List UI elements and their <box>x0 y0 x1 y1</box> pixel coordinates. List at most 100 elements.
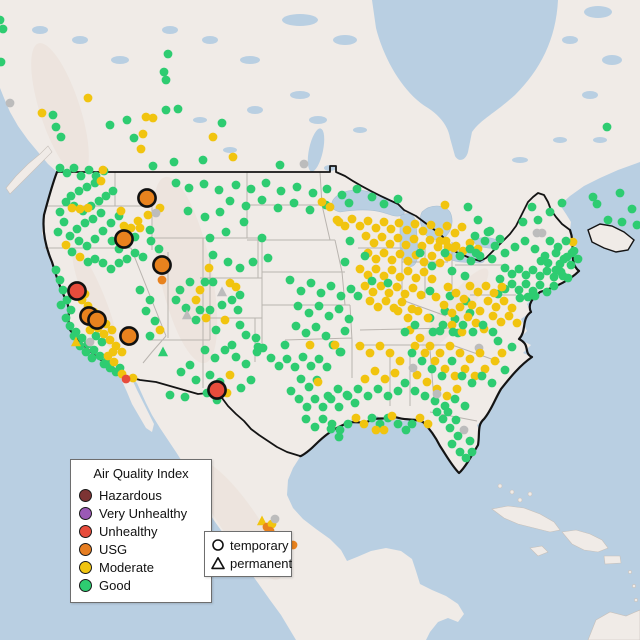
station-marker[interactable] <box>353 291 363 301</box>
station-marker[interactable] <box>114 229 134 249</box>
station-marker[interactable] <box>465 281 475 291</box>
station-marker[interactable] <box>82 182 92 192</box>
station-marker[interactable] <box>530 244 540 254</box>
station-marker[interactable] <box>261 178 271 188</box>
station-marker[interactable] <box>460 271 470 281</box>
station-marker[interactable] <box>528 265 538 275</box>
station-marker[interactable] <box>521 279 531 289</box>
station-marker[interactable] <box>308 188 318 198</box>
station-marker[interactable] <box>451 415 461 425</box>
station-marker[interactable] <box>535 280 545 290</box>
station-marker[interactable] <box>428 327 438 337</box>
station-marker[interactable] <box>453 431 463 441</box>
station-marker[interactable] <box>214 185 224 195</box>
station-marker[interactable] <box>490 241 500 251</box>
station-marker[interactable] <box>351 413 361 423</box>
station-marker[interactable] <box>58 285 68 295</box>
station-marker[interactable] <box>397 297 407 307</box>
station-marker[interactable] <box>195 305 205 315</box>
station-marker[interactable] <box>497 348 507 358</box>
station-marker[interactable] <box>514 285 524 295</box>
station-marker[interactable] <box>204 263 214 273</box>
station-marker[interactable] <box>386 224 396 234</box>
station-marker[interactable] <box>371 264 381 274</box>
station-marker[interactable] <box>176 367 186 377</box>
station-marker[interactable] <box>376 281 386 291</box>
station-marker[interactable] <box>393 194 403 204</box>
station-marker[interactable] <box>67 281 87 301</box>
station-marker[interactable] <box>407 348 417 358</box>
station-marker[interactable] <box>239 217 249 227</box>
station-marker[interactable] <box>108 347 118 357</box>
station-marker[interactable] <box>290 362 300 372</box>
station-marker[interactable] <box>75 204 85 214</box>
station-marker[interactable] <box>447 320 457 330</box>
station-marker[interactable] <box>373 302 383 312</box>
station-marker[interactable] <box>220 315 230 325</box>
station-marker[interactable] <box>355 264 365 274</box>
station-marker[interactable] <box>360 251 370 261</box>
station-marker[interactable] <box>241 330 251 340</box>
station-marker[interactable] <box>480 364 490 374</box>
station-marker[interactable] <box>588 192 598 202</box>
station-marker[interactable] <box>305 205 315 215</box>
station-marker[interactable] <box>291 321 301 331</box>
station-marker[interactable] <box>418 226 428 236</box>
station-marker[interactable] <box>225 196 235 206</box>
station-marker[interactable] <box>558 271 568 281</box>
station-marker[interactable] <box>325 202 335 212</box>
station-marker[interactable] <box>119 326 139 346</box>
station-marker[interactable] <box>107 325 117 335</box>
station-marker[interactable] <box>257 195 267 205</box>
station-marker[interactable] <box>360 281 370 291</box>
station-marker[interactable] <box>343 391 353 401</box>
station-marker[interactable] <box>500 263 510 273</box>
station-marker[interactable] <box>371 425 381 435</box>
station-marker[interactable] <box>318 414 328 424</box>
station-marker[interactable] <box>61 313 71 323</box>
station-marker[interactable] <box>417 356 427 366</box>
station-marker[interactable] <box>322 362 332 372</box>
station-marker[interactable] <box>491 302 501 312</box>
station-marker[interactable] <box>301 328 311 338</box>
station-marker[interactable] <box>96 208 106 218</box>
station-marker[interactable] <box>305 340 315 350</box>
station-marker[interactable] <box>306 361 316 371</box>
station-marker[interactable] <box>455 447 465 457</box>
station-marker[interactable] <box>337 190 347 200</box>
station-marker[interactable] <box>311 322 321 332</box>
station-marker[interactable] <box>545 207 555 217</box>
station-marker[interactable] <box>327 419 337 429</box>
station-marker[interactable] <box>375 341 385 351</box>
station-marker[interactable] <box>496 317 506 327</box>
station-marker[interactable] <box>487 378 497 388</box>
station-marker[interactable] <box>551 248 561 258</box>
station-marker[interactable] <box>235 320 245 330</box>
station-marker[interactable] <box>393 306 403 316</box>
station-marker[interactable] <box>518 217 528 227</box>
station-marker[interactable] <box>365 296 375 306</box>
station-marker[interactable] <box>497 282 507 292</box>
station-marker[interactable] <box>292 182 302 192</box>
station-marker[interactable] <box>340 257 350 267</box>
station-marker[interactable] <box>432 389 442 399</box>
station-marker[interactable] <box>566 260 576 270</box>
station-marker[interactable] <box>304 308 314 318</box>
station-marker[interactable] <box>0 15 5 25</box>
station-marker[interactable] <box>459 425 469 435</box>
station-marker[interactable] <box>468 327 478 337</box>
station-marker[interactable] <box>53 227 63 237</box>
station-marker[interactable] <box>475 306 485 316</box>
station-marker[interactable] <box>475 251 485 261</box>
station-marker[interactable] <box>344 198 354 208</box>
station-marker[interactable] <box>266 353 276 363</box>
station-marker[interactable] <box>533 215 543 225</box>
station-marker[interactable] <box>119 221 129 231</box>
station-marker[interactable] <box>195 285 205 295</box>
station-marker[interactable] <box>495 274 505 284</box>
station-marker[interactable] <box>116 206 126 216</box>
station-marker[interactable] <box>159 67 169 77</box>
station-marker[interactable] <box>438 320 448 330</box>
station-marker[interactable] <box>438 414 448 424</box>
station-marker[interactable] <box>473 215 483 225</box>
